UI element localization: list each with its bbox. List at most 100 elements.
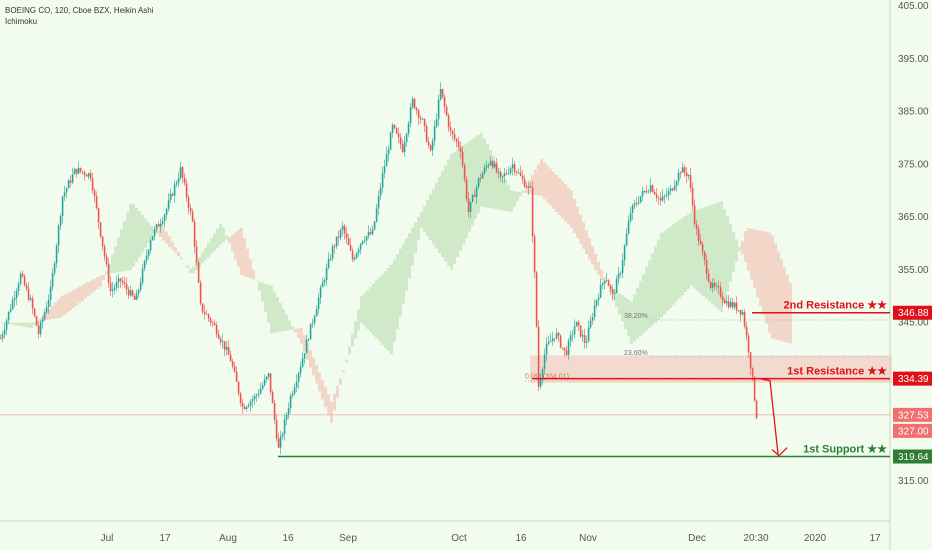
candle-body: [491, 161, 494, 168]
x-tick-label: 2020: [804, 533, 827, 544]
candle-body: [183, 177, 186, 184]
candle-body: [409, 107, 412, 124]
cloud-segment: [411, 227, 414, 266]
cloud-segment: [645, 267, 648, 331]
x-tick-label: Oct: [451, 533, 467, 544]
cloud-segment: [348, 346, 351, 355]
candle-body: [249, 401, 252, 406]
candle-body: [447, 115, 450, 128]
candle-body: [263, 379, 266, 386]
cloud-segment: [93, 278, 96, 292]
candle-body: [333, 246, 336, 248]
cloud-segment: [366, 289, 369, 329]
cloud-segment: [678, 220, 681, 299]
cloud-segment: [540, 159, 543, 196]
candle-body: [501, 176, 504, 177]
candle-body: [547, 341, 550, 344]
candle-body: [181, 167, 184, 178]
cloud-segment: [306, 342, 309, 360]
candle-body: [135, 293, 138, 300]
cloud-segment: [279, 303, 282, 332]
candle-body: [535, 272, 538, 327]
candle-body: [257, 393, 260, 396]
cloud-segment: [543, 162, 546, 200]
cloud-segment: [162, 225, 165, 241]
candle-body: [581, 335, 584, 337]
candle-body: [293, 387, 296, 394]
cloud-segment: [696, 209, 699, 291]
cloud-segment: [630, 301, 633, 344]
cloud-segment: [171, 241, 174, 250]
candle-body: [577, 321, 580, 326]
cloud-segment: [750, 228, 753, 280]
cloud-segment: [111, 254, 114, 274]
cloud-segment: [657, 239, 660, 321]
candle-body: [151, 236, 154, 241]
candle-body: [705, 259, 708, 274]
candle-body: [157, 224, 160, 227]
cloud-segment: [285, 314, 288, 331]
candle-body: [391, 124, 394, 133]
cloud-segment: [138, 211, 141, 258]
cloud-segment: [693, 210, 696, 289]
candle-body: [123, 282, 126, 284]
candle-body: [297, 373, 300, 382]
candle-body: [255, 395, 258, 397]
candle-body: [721, 296, 724, 301]
candle-body: [699, 241, 702, 245]
cloud-segment: [57, 299, 60, 318]
cloud-segment: [126, 212, 129, 271]
candle-body: [15, 291, 18, 298]
cloud-segment: [438, 177, 441, 253]
cloud-segment: [354, 321, 357, 339]
candle-body: [363, 240, 366, 242]
price-tag-close-bg: [893, 423, 932, 438]
cloud-segment: [399, 248, 402, 317]
cloud-segment: [51, 305, 54, 319]
candle-body: [413, 98, 416, 109]
cloud-segment: [327, 394, 330, 416]
cloud-segment: [393, 259, 396, 342]
candle-body: [355, 253, 358, 259]
price-tag-support-1: 319.64: [898, 452, 929, 463]
cloud-segment: [294, 329, 297, 333]
cloud-segment: [639, 280, 642, 336]
cloud-segment: [447, 159, 450, 266]
cloud-segment: [402, 243, 405, 304]
cloud-segment: [75, 288, 78, 306]
candle-body: [489, 161, 492, 165]
cloud-segment: [738, 246, 741, 252]
cloud-segment: [63, 294, 66, 316]
candle-body: [505, 173, 508, 175]
candle-body: [559, 335, 562, 348]
cloud-segment: [96, 277, 99, 289]
cloud-segment: [9, 322, 12, 325]
cloud-segment: [765, 231, 768, 324]
cloud-segment: [654, 246, 657, 323]
cloud-segment: [501, 173, 504, 211]
candle-body: [665, 195, 668, 197]
cloud-segment: [633, 294, 636, 342]
candle-body: [193, 221, 196, 247]
cloud-segment: [744, 231, 747, 263]
cloud-segment: [252, 269, 255, 280]
candle-body: [719, 287, 722, 297]
candle-body: [733, 302, 736, 308]
candle-body: [627, 221, 630, 234]
candle-body: [131, 290, 134, 296]
cloud-segment: [453, 151, 456, 264]
candle-body: [417, 110, 420, 118]
candle-body: [353, 258, 356, 260]
cloud-segment: [120, 229, 123, 272]
candle-body: [439, 88, 442, 100]
candle-body: [579, 325, 582, 337]
cloud-segment: [261, 282, 264, 302]
candle-body: [311, 322, 314, 324]
candle-body: [631, 205, 634, 213]
candle-body: [175, 182, 178, 185]
candle-body: [209, 318, 212, 323]
price-tag-close: 327.00: [898, 426, 929, 437]
candle-body: [155, 224, 158, 230]
cloud-segment: [168, 236, 171, 247]
